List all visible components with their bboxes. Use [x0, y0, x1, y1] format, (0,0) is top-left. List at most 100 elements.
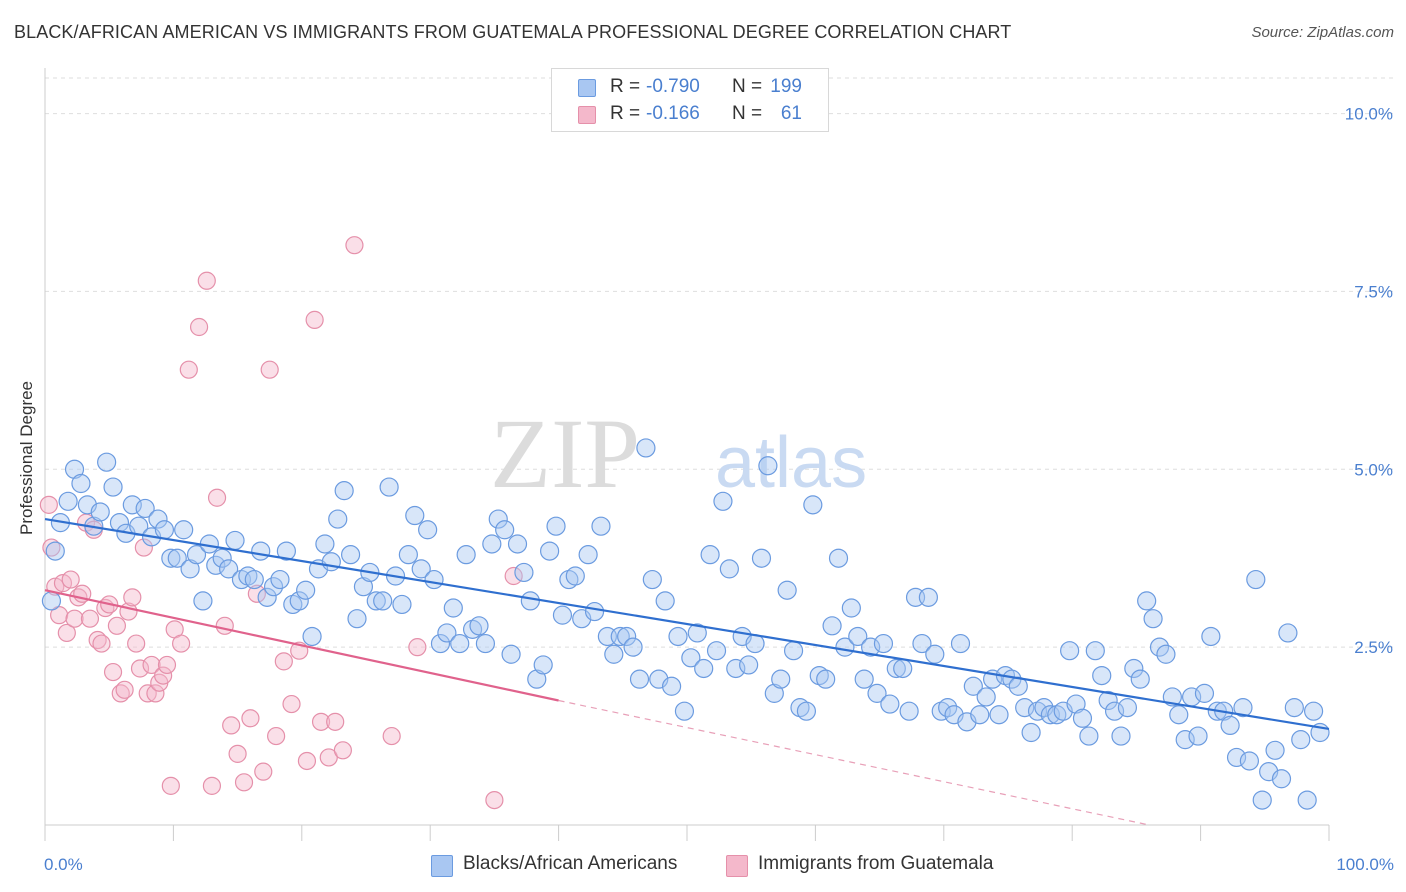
legend-n-value: 61 — [780, 103, 802, 124]
guatemala-point — [260, 360, 279, 379]
black-point — [193, 591, 213, 611]
guatemala-point — [189, 317, 209, 337]
guatemala-point — [228, 744, 247, 763]
guatemala-point — [157, 655, 177, 675]
guatemala-point — [282, 694, 301, 714]
black-point — [334, 481, 354, 501]
black-point — [1156, 644, 1176, 664]
guatemala-point — [382, 726, 401, 746]
guatemala-point — [50, 606, 69, 625]
black-point — [251, 541, 271, 561]
black-point — [893, 658, 913, 679]
black-point — [758, 456, 778, 476]
black-point — [636, 438, 656, 458]
guatemala-point — [172, 634, 191, 653]
black-point — [1220, 715, 1240, 736]
black-point — [726, 658, 746, 679]
legend-r-label: R = — [610, 103, 641, 124]
black-point — [103, 477, 123, 497]
black-point — [989, 705, 1009, 725]
black-point — [912, 633, 932, 654]
black-point — [424, 569, 444, 590]
guatemala-point — [222, 716, 241, 735]
black-point — [828, 548, 849, 568]
source-credit: Source: ZipAtlas.com — [1251, 24, 1394, 41]
correlation-legend: R = -0.790 N = 199 R = -0.166 N = 61 — [551, 68, 829, 132]
black-points — [41, 438, 1330, 810]
black-point — [527, 669, 547, 689]
black-point — [289, 591, 309, 611]
black-point — [1239, 751, 1259, 771]
black-point — [880, 694, 900, 714]
x-tick-min: 0.0% — [44, 855, 83, 874]
black-point — [1188, 726, 1208, 746]
black-point — [739, 655, 759, 675]
black-point — [225, 530, 245, 551]
guatemala-point — [207, 488, 227, 507]
black-point — [437, 623, 457, 643]
guatemala-point — [305, 310, 324, 329]
guatemala-point — [267, 726, 286, 746]
guatemala-point — [80, 609, 100, 628]
black-point — [1194, 683, 1215, 703]
legend-n-label: N = — [732, 103, 763, 124]
guatemala-point — [61, 570, 80, 589]
black-point — [1175, 730, 1195, 750]
black-point — [642, 569, 662, 590]
black-point — [482, 534, 502, 554]
black-point — [270, 569, 290, 590]
x-tick-max: 100.0% — [1336, 855, 1394, 874]
guatemala-point — [138, 684, 157, 703]
y-tick-label: 2.5% — [1354, 638, 1393, 657]
guatemala-point — [215, 616, 234, 635]
black-point — [674, 701, 695, 721]
black-point — [1252, 790, 1272, 810]
black-point — [1137, 591, 1157, 611]
black-point — [565, 566, 585, 586]
black-point — [373, 591, 393, 611]
black-point — [1271, 769, 1292, 789]
legend-n-value: 199 — [770, 76, 802, 97]
legend-r-value: -0.166 — [646, 103, 700, 124]
black-point — [1015, 698, 1035, 718]
black-point — [713, 491, 733, 511]
black-point — [97, 452, 117, 472]
guatemala-trend-line — [44, 589, 559, 702]
guatemala-point — [504, 566, 523, 586]
black-point — [623, 637, 643, 657]
watermark-atlas: atlas — [715, 423, 867, 503]
guatemala-trend-extension — [558, 699, 1150, 826]
black-point — [328, 509, 348, 529]
black-point — [970, 705, 990, 725]
black-point — [591, 516, 611, 536]
guatemala-point — [39, 495, 58, 514]
black-point — [1130, 669, 1150, 689]
guatemala-point — [115, 680, 134, 699]
black-point — [488, 509, 508, 529]
guatemala-point — [247, 584, 266, 603]
black-point — [244, 569, 264, 590]
black-point — [533, 655, 553, 675]
black-point — [475, 633, 496, 654]
black-point — [540, 541, 560, 561]
black-point — [71, 473, 91, 494]
black-point — [1143, 609, 1163, 629]
guatemala-point — [146, 684, 165, 703]
guatemala-point — [274, 652, 293, 671]
black-point — [411, 559, 431, 579]
black-point — [514, 562, 534, 583]
black-point — [848, 626, 868, 647]
legend-r-value: -0.790 — [646, 76, 700, 97]
guatemala-point — [142, 655, 161, 675]
black-point — [796, 701, 817, 721]
bottom-legend-label-guatemala: Immigrants from Guatemala — [758, 853, 994, 874]
black-point — [1072, 708, 1093, 728]
black-point — [719, 559, 739, 579]
black-point — [822, 616, 842, 636]
chart-title: BLACK/AFRICAN AMERICAN VS IMMIGRANTS FRO… — [14, 22, 1012, 42]
black-point — [552, 605, 573, 625]
black-point — [501, 644, 521, 664]
black-point — [771, 669, 791, 689]
bottom-legend-label-black: Blacks/African Americans — [463, 853, 678, 874]
black-point — [418, 520, 438, 540]
